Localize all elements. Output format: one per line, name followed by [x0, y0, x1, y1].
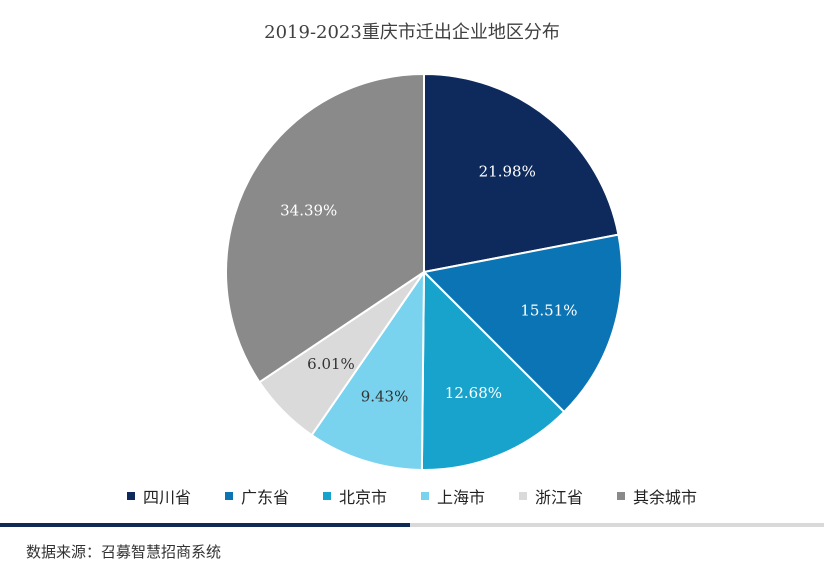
pie-slice	[421, 233, 623, 414]
legend-label: 浙江省	[535, 488, 584, 507]
pie-slice	[310, 268, 426, 471]
legend-swatch	[126, 492, 135, 500]
legend-swatch	[617, 492, 626, 500]
slice-data-label: 9.43%	[361, 388, 409, 406]
legend-label: 北京市	[338, 488, 387, 507]
chart-title: 2019-2023重庆市迁出企业地区分布	[264, 22, 560, 43]
slice-data-label: 6.01%	[307, 355, 355, 373]
legend-swatch	[519, 492, 528, 500]
legend-label: 四川省	[142, 488, 191, 507]
slice-data-label: 15.51%	[520, 301, 577, 319]
legend-entry: 四川省	[126, 484, 191, 508]
legend-entry: 上海市	[421, 484, 485, 508]
legend-swatch	[421, 492, 429, 500]
legend-entry: 其余城市	[617, 484, 697, 508]
legend-swatch	[322, 492, 331, 500]
footer-divider-dark	[0, 523, 410, 527]
slice-data-label: 21.98%	[479, 162, 536, 180]
pie-slice	[420, 269, 566, 471]
legend-swatch	[224, 492, 233, 500]
data-source-note: 数据来源：召募智慧招商系统	[26, 543, 222, 561]
legend-label: 其余城市	[633, 488, 698, 507]
legend-entry: 广东省	[224, 484, 289, 508]
pie-slice	[423, 72, 620, 274]
legend-entry: 浙江省	[519, 484, 583, 508]
slice-data-label: 12.68%	[445, 384, 502, 402]
footer-divider-light	[410, 523, 824, 527]
legend-label: 广东省	[240, 488, 289, 507]
pie-slice	[225, 72, 425, 384]
legend-label: 上海市	[437, 488, 486, 507]
pie-chart: 21.98% 15.51% 12.68% 9.43% 6.01% 34.39%	[225, 72, 623, 471]
chart-legend: 四川省 广东省 北京市 上海市 浙江省 其余城市	[0, 484, 824, 508]
legend-entry: 北京市	[322, 484, 387, 508]
slice-data-label: 34.39%	[280, 201, 337, 219]
